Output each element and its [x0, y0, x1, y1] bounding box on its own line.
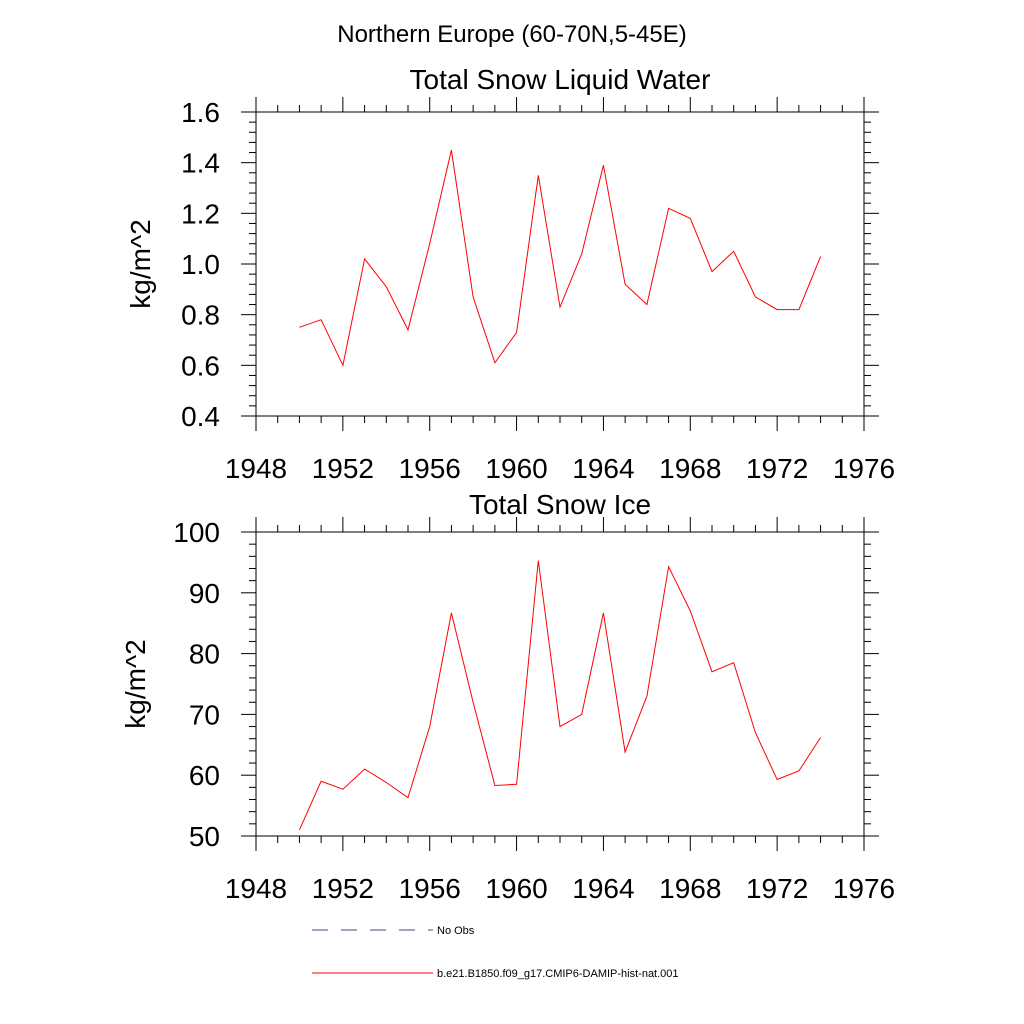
x-tick-label-liquid-water: 1948	[225, 453, 287, 484]
y-tick-label-snow-ice: 100	[173, 517, 220, 548]
y-tick-label-liquid-water: 0.6	[181, 350, 220, 381]
panel-title-liquid-water: Total Snow Liquid Water	[410, 64, 711, 95]
x-tick-label-liquid-water: 1968	[659, 453, 721, 484]
legend-label-no-obs: No Obs	[437, 925, 475, 937]
y-tick-label-snow-ice: 50	[189, 821, 220, 852]
legend: No Obs b.e21.B1850.f09_g17.CMIP6-DAMIP-h…	[312, 925, 679, 980]
plot-frame-snow-ice	[255, 531, 865, 837]
panel-title-snow-ice: Total Snow Ice	[469, 489, 651, 520]
y-tick-label-snow-ice: 80	[189, 639, 220, 670]
x-tick-label-liquid-water: 1956	[399, 453, 461, 484]
y-tick-label-liquid-water: 1.4	[181, 148, 220, 179]
x-tick-label-liquid-water: 1976	[833, 453, 895, 484]
y-tick-label-liquid-water: 1.6	[181, 97, 220, 128]
x-tick-label-snow-ice: 1956	[399, 873, 461, 904]
snow-ice-panel: Total Snow Ice kg/m^2 1948 1952 1956 1960 19…	[120, 489, 895, 904]
y-axis-label-snow-ice: kg/m^2	[120, 639, 151, 728]
y-tick-label-liquid-water: 0.4	[181, 401, 220, 432]
x-tick-label-liquid-water: 1952	[312, 453, 374, 484]
y-tick-label-liquid-water: 1.2	[181, 198, 220, 229]
legend-label-model-run: b.e21.B1850.f09_g17.CMIP6-DAMIP-hist-nat…	[437, 968, 679, 980]
snow-liquid-water-panel: Total Snow Liquid Water kg/m^2 1948 1952 1…	[125, 64, 895, 484]
x-tick-label-snow-ice: 1960	[485, 873, 547, 904]
series-line-snow-ice	[298, 560, 822, 831]
x-tick-label-snow-ice: 1972	[746, 873, 808, 904]
x-tick-label-snow-ice: 1948	[225, 873, 287, 904]
x-tick-label-snow-ice: 1964	[572, 873, 634, 904]
y-tick-label-snow-ice: 90	[189, 578, 220, 609]
y-tick-label-liquid-water: 0.8	[181, 300, 220, 331]
x-tick-label-liquid-water: 1960	[485, 453, 547, 484]
y-tick-label-snow-ice: 70	[189, 699, 220, 730]
series-line-liquid-water	[299, 149, 822, 367]
figure-title: Northern Europe (60-70N,5-45E)	[337, 21, 687, 48]
x-tick-label-liquid-water: 1972	[746, 453, 808, 484]
x-tick-label-snow-ice: 1952	[312, 873, 374, 904]
plot-frame-liquid-water	[255, 111, 865, 417]
y-axis-label-liquid-water: kg/m^2	[125, 219, 156, 308]
y-tick-label-liquid-water: 1.0	[181, 249, 220, 280]
x-tick-label-snow-ice: 1976	[833, 873, 895, 904]
y-tick-label-snow-ice: 60	[189, 760, 220, 791]
x-tick-label-snow-ice: 1968	[659, 873, 721, 904]
x-tick-label-liquid-water: 1964	[572, 453, 634, 484]
